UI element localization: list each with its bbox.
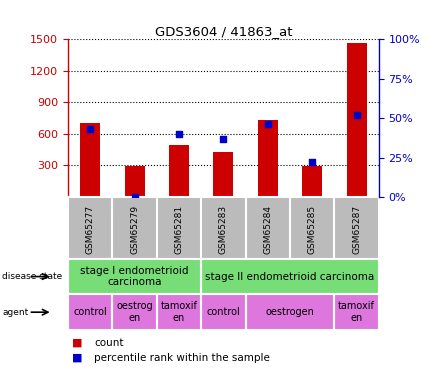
Text: oestrogen: oestrogen	[265, 307, 314, 317]
Point	[176, 131, 183, 137]
Point	[87, 126, 94, 132]
Bar	[124, 166, 145, 197]
Text: ■: ■	[72, 338, 83, 348]
Text: tamoxif
en: tamoxif en	[338, 302, 375, 323]
Text: agent: agent	[2, 308, 28, 316]
Bar	[169, 146, 189, 197]
Text: GSM65281: GSM65281	[174, 204, 184, 254]
Bar	[346, 42, 367, 197]
Text: GSM65284: GSM65284	[263, 204, 272, 254]
Point	[220, 136, 227, 142]
Text: oestrog
en: oestrog en	[116, 302, 153, 323]
Text: GSM65287: GSM65287	[352, 204, 361, 254]
Point	[309, 159, 316, 165]
Bar	[302, 166, 322, 197]
Bar	[213, 152, 233, 197]
Text: GSM65283: GSM65283	[219, 204, 228, 254]
Bar	[258, 120, 278, 197]
Text: stage I endometrioid
carcinoma: stage I endometrioid carcinoma	[80, 266, 189, 287]
Text: GSM65279: GSM65279	[130, 204, 139, 254]
Text: disease state: disease state	[2, 272, 63, 281]
Point	[264, 122, 271, 128]
Text: count: count	[94, 338, 124, 348]
Text: control: control	[206, 307, 240, 317]
Point	[131, 194, 138, 200]
Point	[353, 112, 360, 118]
Text: percentile rank within the sample: percentile rank within the sample	[94, 353, 270, 363]
Text: control: control	[73, 307, 107, 317]
Text: ■: ■	[72, 353, 83, 363]
Text: GSM65277: GSM65277	[85, 204, 95, 254]
Title: GDS3604 / 41863_at: GDS3604 / 41863_at	[155, 25, 292, 38]
Text: GSM65285: GSM65285	[308, 204, 317, 254]
Text: stage II endometrioid carcinoma: stage II endometrioid carcinoma	[205, 272, 374, 282]
Bar	[80, 123, 100, 197]
Text: tamoxif
en: tamoxif en	[160, 302, 198, 323]
